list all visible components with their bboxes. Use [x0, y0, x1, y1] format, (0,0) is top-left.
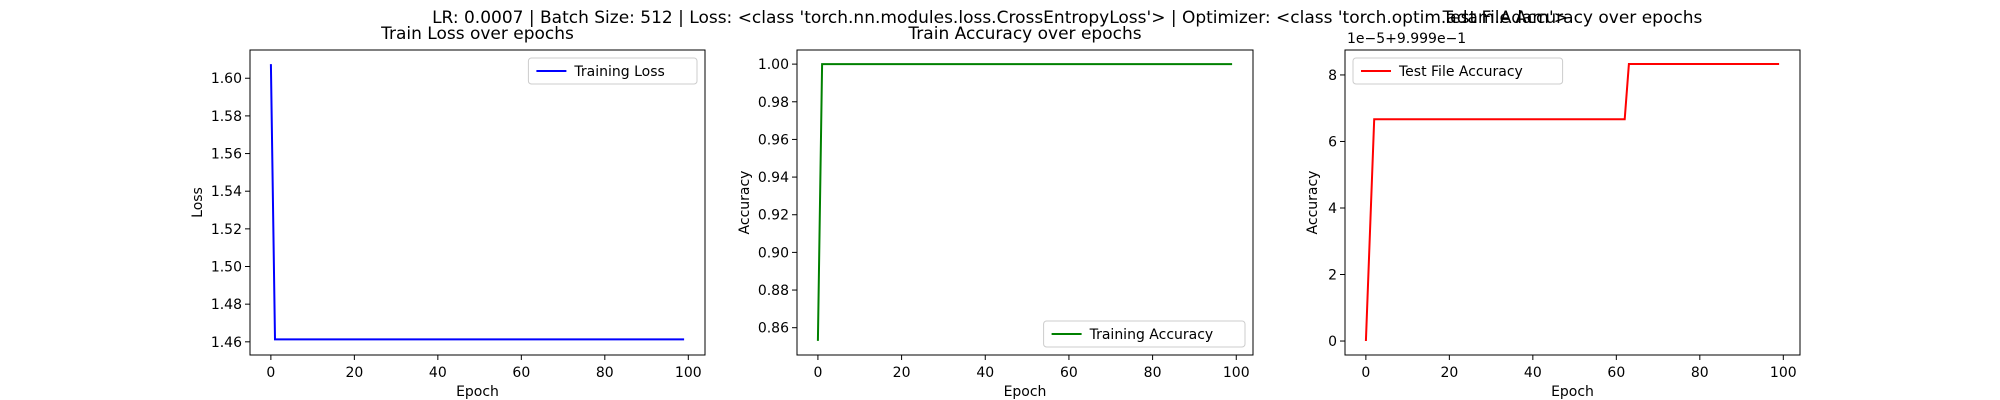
- legend-box: [527, 57, 698, 85]
- axes-frame: [249, 49, 706, 356]
- x-tick-label: 0: [813, 365, 822, 381]
- legend: Test File Accuracy: [1352, 57, 1564, 85]
- legend-label: Training Loss: [573, 64, 664, 80]
- plot-area: 0 20 40 60 80 100 0 2 4 6 8 Test File Accuracy: [1328, 49, 1801, 381]
- y-tick-label: 1.56: [211, 147, 242, 163]
- legend: Training Accuracy: [1043, 320, 1246, 348]
- legend-label: Test File Accuracy: [1398, 64, 1523, 80]
- x-tick-label: 100: [1770, 365, 1797, 381]
- y-tick-label: 0.92: [758, 208, 789, 224]
- x-tick-label: 100: [1223, 365, 1250, 381]
- x-tick-label: 40: [1524, 365, 1542, 381]
- y-tick-label: 0.90: [758, 245, 789, 261]
- y-axis-label: Accuracy: [737, 171, 753, 235]
- series-line: [816, 63, 1233, 341]
- y-tick-label: 6: [1328, 134, 1337, 150]
- y-tick-label: 0.98: [758, 95, 789, 111]
- x-axis-label: Epoch: [456, 384, 499, 400]
- axes-frame: [796, 49, 1254, 356]
- chart-title: Train Accuracy over epochs: [907, 24, 1141, 44]
- legend-box: [1352, 57, 1564, 85]
- plot-area: 0 20 40 60 80 100 1.46 1.48 1.50 1.52 1.54 1.56 1.58…: [211, 49, 706, 381]
- y-tick-label: 0.86: [758, 321, 789, 337]
- chart-test-file-accuracy: Test File Accuracy over epochs 1e−5+9.99…: [1305, 8, 1801, 400]
- y-tick-label: 0.88: [758, 283, 789, 299]
- y-tick-label: 4: [1328, 201, 1337, 217]
- y-tick-label: 0.96: [758, 132, 789, 148]
- y-axis-label: Loss: [190, 187, 206, 218]
- x-tick-label: 20: [345, 365, 363, 381]
- x-tick-label: 80: [1144, 365, 1162, 381]
- x-tick-label: 0: [1361, 365, 1370, 381]
- axes-frame: [1344, 49, 1801, 356]
- x-tick-label: 80: [1691, 365, 1709, 381]
- y-tick-label: 1.60: [211, 71, 242, 87]
- y-tick-label: 1.52: [211, 222, 242, 238]
- chart-train-accuracy: Train Accuracy over epochs 0 20 40 60 80 1000…: [737, 24, 1254, 400]
- chart-train-loss: Train Loss over epochs 0 20 40 60 80 100 1.46 1…: [190, 24, 706, 400]
- plot-area: 0 20 40 60 80 100 0.86 0.88 0.90 0.92 0.94 0.96 0.98…: [758, 49, 1254, 381]
- y-tick-label: 0.94: [758, 170, 789, 186]
- x-tick-label: 20: [893, 365, 911, 381]
- series-line: [269, 64, 685, 341]
- x-tick-label: 20: [1440, 365, 1458, 381]
- x-tick-label: 80: [596, 365, 614, 381]
- x-tick-label: 0: [266, 365, 275, 381]
- chart-title: Test File Accuracy over epochs: [1442, 8, 1703, 28]
- y-tick-label: 0: [1328, 334, 1337, 350]
- figure-suptitle: LR: 0.0007 | Batch Size: 512 | Loss: <cl…: [432, 8, 1568, 28]
- legend-label: Training Accuracy: [1089, 327, 1214, 343]
- y-tick-label: 1.54: [211, 184, 242, 200]
- x-tick-label: 60: [1607, 365, 1625, 381]
- x-tick-label: 60: [1060, 365, 1078, 381]
- y-tick-label: 1.58: [211, 109, 242, 125]
- y-tick-label: 1.46: [211, 335, 242, 351]
- y-tick-label: 1.50: [211, 260, 242, 276]
- x-tick-label: 40: [976, 365, 994, 381]
- y-tick-label: 8: [1328, 68, 1337, 84]
- y-axis-label: Accuracy: [1305, 171, 1321, 235]
- y-tick-label: 1.00: [758, 57, 789, 73]
- legend: Training Loss: [527, 57, 698, 85]
- chart-title: Train Loss over epochs: [380, 24, 574, 44]
- x-axis-label: Epoch: [1004, 384, 1047, 400]
- offset-text: 1e−5+9.999e−1: [1347, 31, 1466, 47]
- x-tick-label: 60: [512, 365, 530, 381]
- x-tick-label: 100: [675, 365, 702, 381]
- y-tick-label: 2: [1328, 268, 1337, 284]
- legend-box: [1043, 320, 1246, 348]
- x-axis-label: Epoch: [1551, 384, 1594, 400]
- y-tick-label: 1.48: [211, 297, 242, 313]
- x-tick-label: 40: [429, 365, 447, 381]
- series-line: [1364, 63, 1780, 342]
